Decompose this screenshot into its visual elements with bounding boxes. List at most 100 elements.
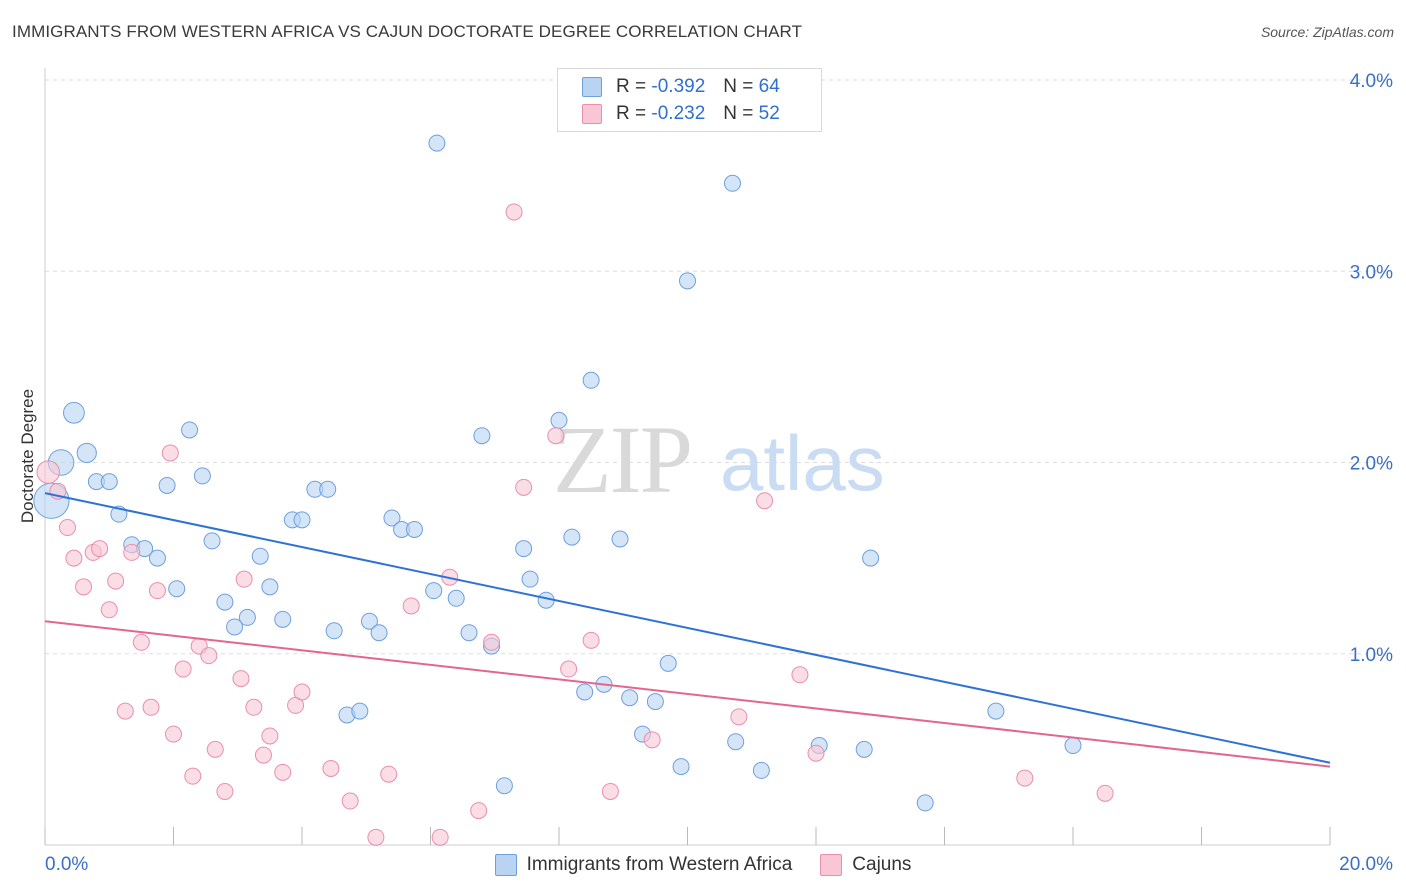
cajun-point	[235, 570, 253, 588]
cajun-point	[293, 683, 311, 701]
western-africa-point	[621, 689, 639, 707]
western-africa-point	[226, 618, 244, 636]
cajun-point	[174, 660, 192, 678]
western-africa-point	[855, 740, 873, 758]
watermark-atlas: atlas	[720, 419, 885, 507]
cajun-point	[274, 763, 292, 781]
western-africa-point	[646, 693, 664, 711]
r-value: -0.392	[651, 76, 706, 97]
y-tick-label: 3.0%	[1350, 262, 1393, 283]
cajun-point	[200, 647, 218, 665]
legend-item-cajuns: Cajuns	[820, 854, 911, 876]
cajun-point	[483, 633, 501, 651]
western-africa-point	[325, 622, 343, 640]
r-label: R =	[616, 103, 647, 124]
western-africa-point	[203, 532, 221, 550]
western-africa-point	[659, 654, 677, 672]
cajun-point	[75, 578, 93, 596]
western-africa-point	[370, 624, 388, 642]
western-africa-point	[473, 427, 491, 445]
n-value: 52	[758, 103, 780, 124]
cajun-point	[58, 519, 76, 537]
western-africa-point	[727, 733, 745, 751]
western-africa-point	[1064, 737, 1082, 755]
cajun-point	[65, 549, 83, 567]
cajun-point	[431, 828, 449, 846]
western-africa-point	[293, 511, 311, 529]
cajun-point	[165, 725, 182, 743]
chart-title: IMMIGRANTS FROM WESTERN AFRICA VS CAJUN …	[12, 22, 803, 41]
x-tick-label: 20.0%	[1339, 854, 1393, 875]
western-africa-point	[193, 467, 211, 485]
y-tick-label: 4.0%	[1350, 71, 1393, 92]
western-africa-point	[752, 761, 770, 779]
western-africa-point	[679, 272, 696, 290]
cajun-point	[367, 828, 385, 846]
western-africa-point	[576, 683, 594, 701]
cajun-point	[601, 782, 619, 800]
cajun-point	[560, 660, 578, 678]
western-africa-point	[495, 777, 513, 795]
source-label: Source: ZipAtlas.com	[1260, 24, 1394, 40]
western-africa-point	[76, 442, 97, 464]
series-legend: Immigrants from Western Africa Cajuns	[0, 852, 1406, 878]
western-africa-point	[563, 528, 581, 546]
western-africa-point	[521, 570, 539, 588]
cajun-point	[100, 601, 118, 619]
cajun-point	[161, 444, 179, 462]
legend-row-western-africa: R = -0.392 N = 64	[582, 75, 780, 99]
western-africa-point	[251, 547, 269, 565]
cajun-point	[116, 702, 134, 720]
cajun-point	[515, 478, 533, 496]
western-africa-point	[916, 794, 934, 812]
cajun-point	[36, 460, 60, 484]
y-tick-label: 1.0%	[1350, 645, 1393, 666]
cajun-point	[380, 765, 398, 783]
western-africa-point	[515, 540, 533, 558]
legend-row-cajuns: R = -0.232 N = 52	[582, 102, 780, 126]
western-africa-point	[216, 593, 234, 611]
cajun-point	[582, 631, 600, 649]
western-africa-point	[550, 411, 568, 429]
legend-label: Immigrants from Western Africa	[526, 854, 793, 875]
western-africa-trendline	[44, 492, 1331, 764]
r-value: -0.232	[651, 103, 706, 124]
western-africa-point	[148, 549, 166, 567]
cajun-point	[505, 203, 523, 221]
western-africa-point	[447, 589, 465, 607]
cajun-point	[216, 782, 234, 800]
legend-item-western-africa: Immigrants from Western Africa	[494, 854, 793, 876]
cajun-point	[232, 670, 250, 688]
correlation-legend: R = -0.392 N = 64 R = -0.232 N = 52	[557, 68, 822, 132]
cajun-point	[245, 698, 263, 716]
western-africa-point	[611, 530, 629, 548]
western-africa-point	[351, 702, 369, 720]
cajun-point	[730, 708, 748, 726]
legend-label: Cajuns	[852, 854, 912, 875]
cajun-point	[148, 582, 166, 600]
western-africa-point	[582, 371, 600, 389]
cajun-point	[322, 760, 340, 777]
cajun-point	[791, 666, 809, 684]
cajun-point	[1016, 769, 1034, 787]
blue-swatch	[494, 854, 517, 876]
y-axis-label: Doctorate Degree	[18, 388, 37, 524]
cajun-point	[341, 792, 359, 810]
cajun-point	[470, 802, 488, 820]
cajun-point	[123, 543, 141, 561]
cajun-point	[756, 492, 774, 510]
cajun-point	[132, 633, 150, 651]
watermark-zip: ZIP	[553, 406, 691, 513]
x-tick-label: 0.0%	[45, 854, 88, 875]
western-africa-point	[360, 612, 378, 630]
cajun-point	[807, 744, 825, 762]
y-tick-label: 2.0%	[1350, 454, 1393, 475]
n-value: 64	[758, 76, 780, 97]
western-africa-point	[987, 702, 1005, 720]
n-label: N =	[723, 103, 754, 124]
cajun-point	[107, 572, 125, 590]
western-africa-point	[100, 473, 118, 491]
cajun-point	[142, 698, 160, 716]
western-africa-point	[672, 758, 690, 776]
